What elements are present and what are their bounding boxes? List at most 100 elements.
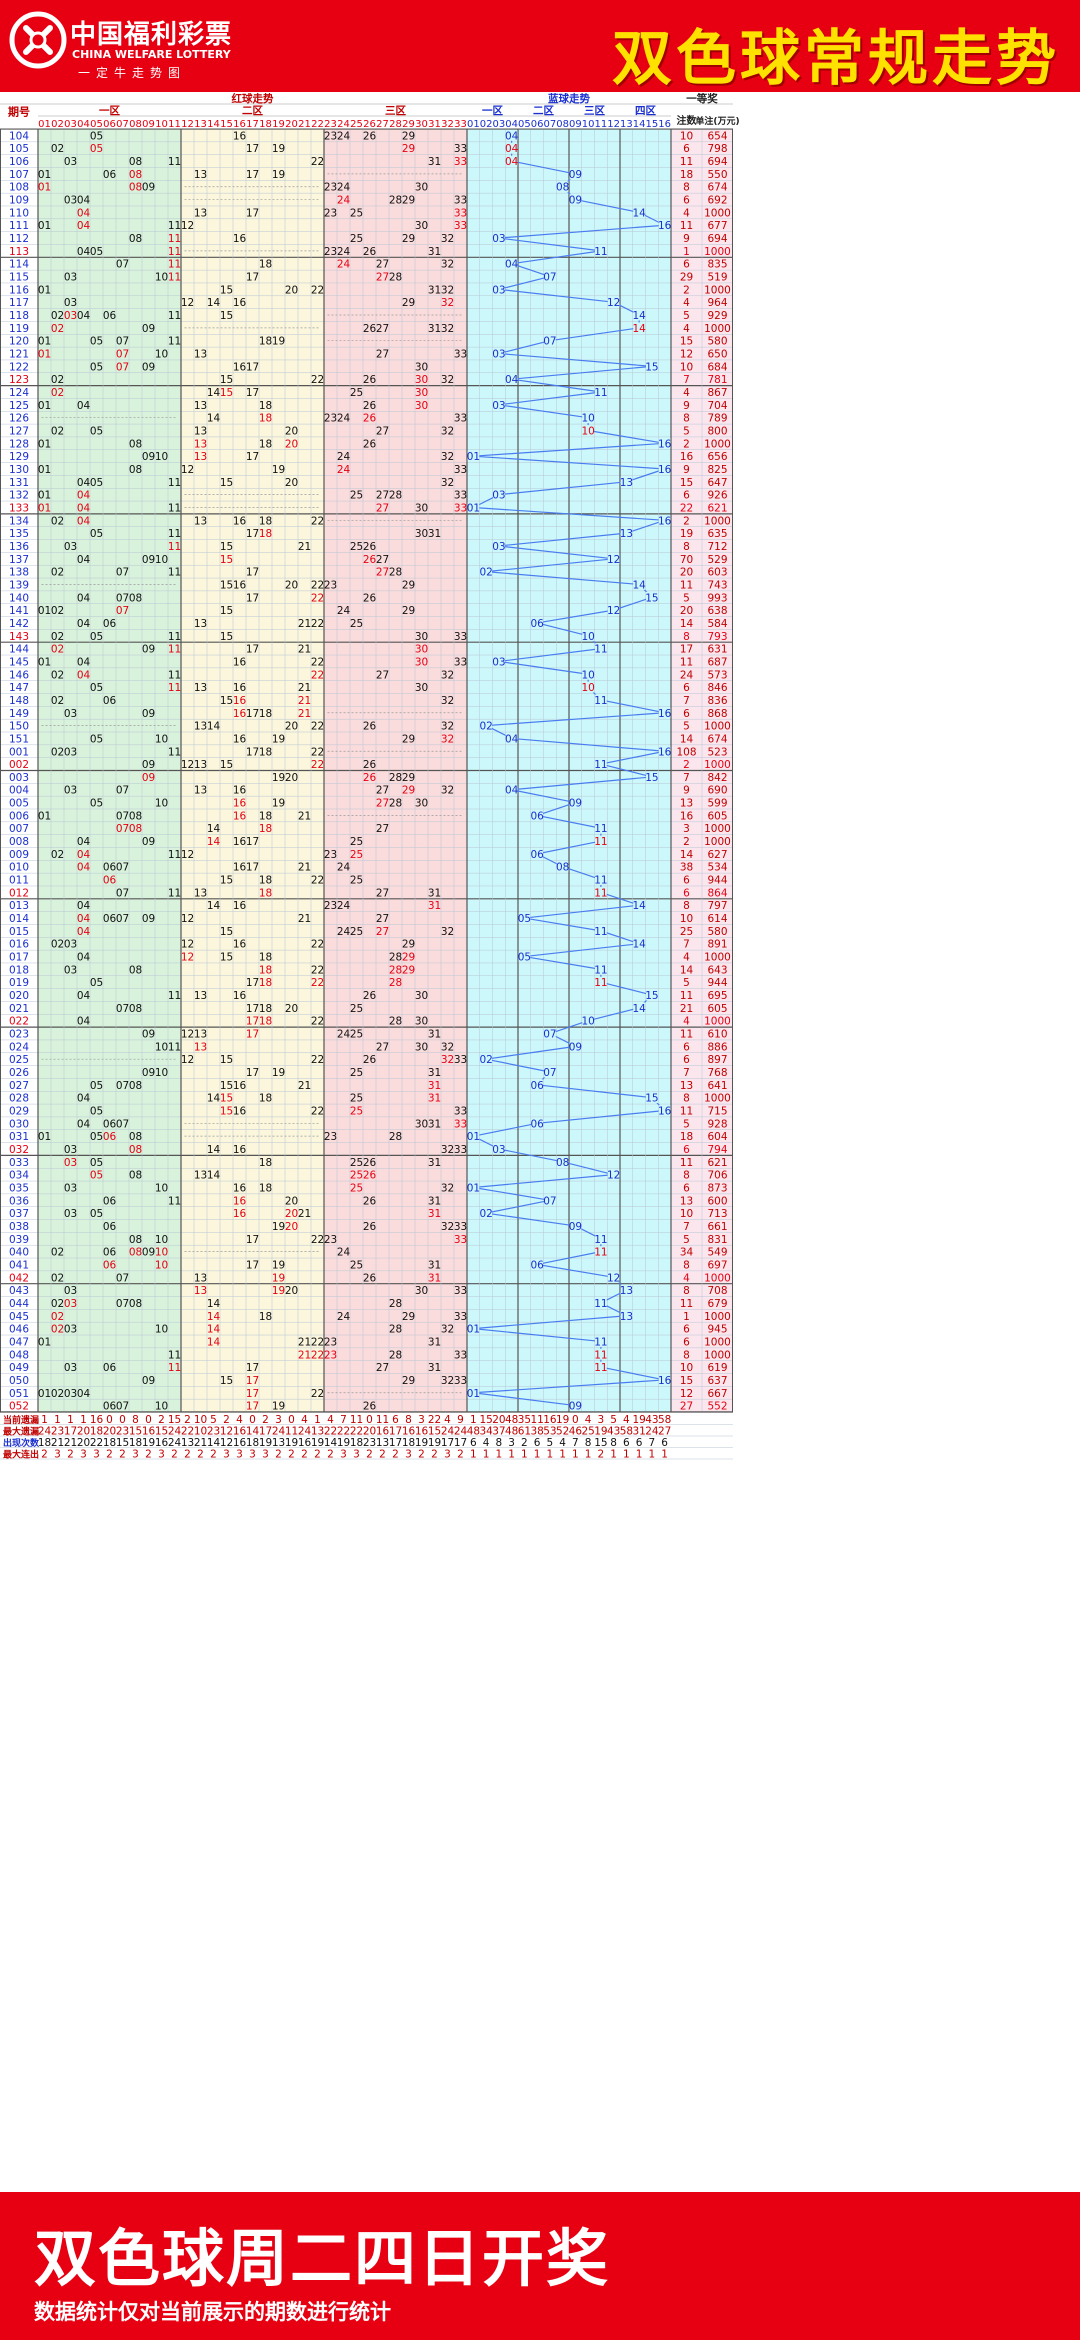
page-title: 双色球常规走势 [612, 24, 1060, 94]
prize-count-value: 7 [683, 374, 690, 386]
red-ball-mark: 09 [142, 451, 155, 463]
blue-ball-mark: 04 [505, 156, 519, 168]
red-stat-value: 4 [327, 1414, 334, 1426]
period-label: 012 [9, 887, 29, 899]
prize-amount-value: 1000 [704, 246, 731, 258]
red-ball-mark: 27 [376, 554, 389, 566]
red-ball-mark: 03 [64, 272, 77, 284]
blue-number-header: 05 [518, 119, 531, 130]
red-ball-mark: 32 [441, 451, 454, 463]
prize-count-value: 6 [683, 682, 690, 694]
red-ball-mark: 25 [350, 233, 363, 245]
prize-amount-value: 549 [707, 1247, 727, 1259]
red-ball-mark: 09 [142, 554, 155, 566]
prize-amount-value: 1000 [704, 1016, 731, 1028]
blue-ball-mark: 09 [569, 1041, 582, 1053]
red-ball-mark: 06 [103, 1131, 117, 1143]
red-zone-header: 三区 [385, 105, 406, 117]
red-ball-mark: 21 [298, 618, 311, 630]
red-stat-value: 15 [116, 1437, 129, 1449]
red-ball-mark: 08 [129, 1144, 142, 1156]
prize-count-value: 2 [683, 284, 690, 296]
blue-ball-backdrop [569, 1040, 582, 1052]
blue-ball-backdrop [505, 784, 518, 796]
blue-stat-value: 4 [483, 1437, 490, 1449]
red-number-header: 10 [155, 119, 168, 130]
red-stat-value: 14 [324, 1437, 338, 1449]
red-ball-mark: 30 [415, 1041, 428, 1053]
blue-ball-backdrop [633, 1002, 645, 1014]
blue-ball-backdrop [467, 450, 480, 462]
red-ball-mark: 32 [441, 1182, 454, 1194]
red-number-header: 25 [350, 119, 363, 130]
prize-amount-value: 643 [707, 964, 727, 976]
prize-count-value: 7 [683, 1067, 690, 1079]
red-ball-mark: 08 [129, 1080, 142, 1092]
red-stat-value: 2 [184, 1448, 191, 1460]
prize-amount-value: 580 [707, 336, 727, 348]
red-ball-mark: 01 [38, 464, 51, 476]
blue-ball-mark: 04 [505, 374, 519, 386]
prize-count-value: 34 [680, 1247, 694, 1259]
period-label: 026 [9, 1067, 29, 1079]
blue-ball-backdrop [595, 1233, 607, 1245]
blue-ball-backdrop [480, 1207, 492, 1219]
blue-ball-mark: 03 [492, 400, 505, 412]
red-ball-mark: 16 [233, 233, 247, 245]
red-ball-mark: 14 [207, 1144, 221, 1156]
prize-amount-value: 692 [707, 195, 727, 207]
red-ball-mark: 16 [233, 1105, 247, 1117]
red-ball-mark: 16 [233, 939, 247, 951]
red-ball-mark: 25 [350, 849, 363, 861]
prize-count-value: 5 [683, 1118, 690, 1130]
prize-count-value: 2 [683, 438, 690, 450]
red-ball-mark: 24 [337, 605, 351, 617]
blue-ball-mark: 11 [594, 875, 607, 887]
red-ball-mark: 10 [155, 272, 168, 284]
blue-ball-mark: 15 [645, 772, 658, 784]
red-stat-value: 16 [415, 1425, 429, 1437]
red-ball-mark: 16 [233, 361, 247, 373]
blue-ball-backdrop [556, 861, 569, 873]
red-ball-mark: 11 [168, 669, 181, 681]
red-ball-mark: 02 [51, 387, 64, 399]
red-ball-mark: 17 [246, 1234, 259, 1246]
prize-count-value: 1 [683, 1311, 690, 1323]
blue-ball-mark: 03 [492, 349, 505, 361]
blue-ball-backdrop [493, 283, 505, 295]
blue-ball-backdrop [595, 1297, 607, 1309]
prize-amount-value: 964 [707, 297, 727, 309]
red-ball-mark: 26 [363, 130, 377, 142]
blue-ball-backdrop [556, 1156, 569, 1168]
red-stat-value: 2 [41, 1448, 48, 1460]
red-ball-mark: 08 [129, 169, 142, 181]
red-ball-mark: 19 [272, 1259, 285, 1271]
prize-count-value: 10 [680, 361, 693, 373]
blue-number-header: 06 [531, 119, 544, 130]
red-stat-value: 13 [181, 1437, 194, 1449]
period-label: 108 [9, 182, 29, 194]
blue-stat-value: 7 [572, 1437, 579, 1449]
period-label: 123 [9, 374, 29, 386]
blue-ball-backdrop [531, 617, 543, 629]
blue-ball-backdrop [658, 1374, 671, 1386]
red-ball-mark: 17 [246, 1029, 259, 1041]
red-ball-mark: 17 [246, 1401, 259, 1413]
blue-stat-value: 6 [623, 1437, 630, 1449]
prize-count-value: 1 [683, 246, 690, 258]
prize-amount-header: 单注(万元) [695, 115, 739, 127]
prize-count-value: 13 [680, 1080, 693, 1092]
red-number-header: 21 [298, 119, 311, 130]
blue-ball-backdrop [646, 989, 658, 1001]
red-ball-mark: 04 [77, 1118, 91, 1130]
red-ball-mark: 08 [129, 1131, 142, 1143]
blue-ball-mark: 16 [658, 220, 672, 232]
blue-trend-segment [511, 378, 601, 393]
blue-ball-backdrop [607, 553, 620, 565]
period-label: 030 [9, 1118, 29, 1130]
red-ball-mark: 08 [129, 438, 142, 450]
red-number-header: 08 [129, 119, 142, 130]
prize-amount-value: 1000 [704, 438, 731, 450]
red-stat-value: 7 [340, 1414, 347, 1426]
red-stat-value: 4 [301, 1414, 308, 1426]
